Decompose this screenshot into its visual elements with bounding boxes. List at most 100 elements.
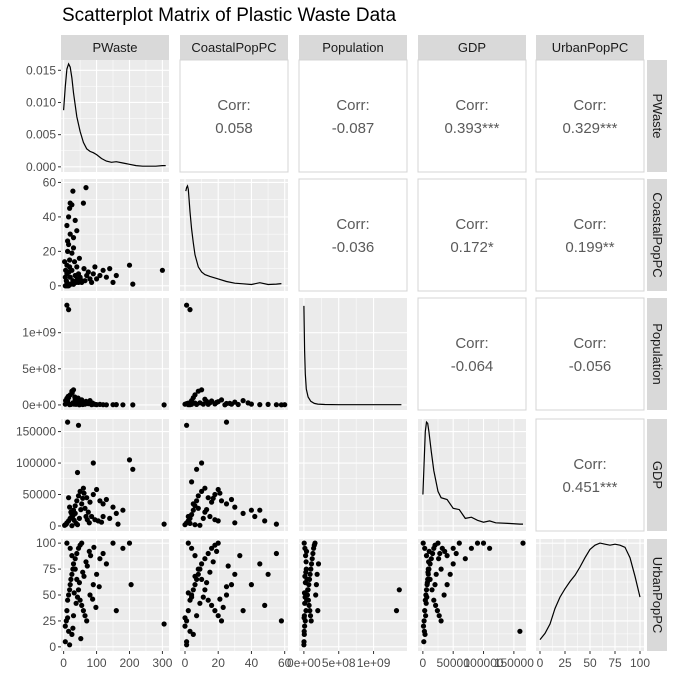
- data-point: [75, 395, 81, 401]
- data-point: [450, 561, 456, 567]
- data-point: [187, 628, 193, 634]
- data-point: [197, 600, 203, 606]
- data-point: [315, 561, 322, 567]
- data-point: [120, 402, 126, 408]
- data-point: [190, 587, 196, 593]
- data-point: [70, 235, 77, 241]
- data-point: [210, 495, 216, 501]
- panel-urbanpoppc-gdp: [418, 539, 526, 651]
- data-point: [88, 553, 94, 559]
- data-point: [210, 559, 216, 565]
- column-header-strip: [61, 35, 169, 60]
- data-point: [75, 493, 82, 499]
- data-point: [209, 545, 215, 551]
- data-point: [312, 540, 318, 546]
- data-point: [115, 521, 121, 527]
- data-point: [66, 269, 72, 275]
- x-axis-pwaste: 0 100 200 300: [60, 651, 173, 670]
- correlation-label: Corr:: [336, 97, 369, 114]
- data-point: [185, 608, 191, 614]
- data-point: [67, 257, 73, 263]
- data-point: [447, 571, 453, 577]
- correlation-panel-border: [535, 59, 645, 173]
- data-point: [128, 582, 134, 588]
- column-header-population: Population: [299, 35, 407, 60]
- panel-pwaste-gdp: Corr: 0.393***: [417, 59, 527, 173]
- correlation-label: Corr:: [455, 335, 488, 352]
- data-point: [90, 596, 96, 602]
- data-point: [80, 495, 86, 501]
- data-point: [217, 490, 223, 496]
- data-point: [98, 519, 105, 525]
- data-point: [232, 571, 238, 577]
- panel-gdp-pwaste: [61, 419, 169, 531]
- x-tick-label: 50: [583, 656, 597, 670]
- data-point: [90, 460, 96, 466]
- panel-gdp-urbanpoppc: Corr: 0.451***: [535, 418, 645, 532]
- column-header-strip: [299, 35, 407, 60]
- panel-gdp-coastalpoppc: [180, 419, 288, 531]
- correlation-label: Corr:: [573, 335, 606, 352]
- data-point: [110, 279, 116, 285]
- data-point: [80, 608, 86, 614]
- data-point: [305, 597, 311, 603]
- data-point: [103, 496, 109, 503]
- data-point: [64, 302, 70, 308]
- data-point: [184, 422, 190, 428]
- data-point: [76, 580, 82, 586]
- row-header-strip: [647, 179, 667, 291]
- data-point: [456, 540, 462, 546]
- data-point: [205, 550, 211, 557]
- panel-background: [299, 298, 407, 410]
- data-point: [64, 279, 70, 285]
- y-tick-label: 0: [49, 279, 56, 293]
- data-point: [262, 602, 268, 609]
- x-tick-label: 150000: [494, 656, 534, 670]
- data-point: [257, 561, 263, 567]
- y-tick-label: 1e+09: [22, 326, 56, 340]
- data-point: [438, 618, 444, 624]
- row-header-pwaste: PWaste: [647, 60, 667, 172]
- data-point: [309, 556, 315, 562]
- data-point: [423, 553, 430, 559]
- x-tick-label: 100: [630, 656, 650, 670]
- data-point: [189, 545, 195, 551]
- data-point: [79, 602, 85, 609]
- panel-gdp-population: [299, 419, 407, 531]
- data-point: [78, 399, 84, 405]
- data-point: [462, 556, 468, 562]
- data-point: [80, 485, 86, 491]
- data-point: [113, 510, 119, 516]
- correlation-value: -0.087: [332, 120, 375, 137]
- correlation-value: 0.393***: [444, 120, 499, 137]
- y-tick-label: 60: [43, 175, 57, 189]
- data-point: [82, 613, 88, 619]
- data-point: [113, 608, 119, 614]
- data-point: [307, 571, 313, 577]
- y-axis-gdp: 0 50000 100000 150000: [16, 425, 61, 533]
- data-point: [64, 222, 70, 229]
- data-point: [67, 582, 73, 588]
- data-point: [520, 540, 526, 546]
- data-point: [87, 499, 93, 505]
- data-point: [65, 238, 71, 244]
- data-point: [315, 608, 321, 614]
- data-point: [86, 520, 92, 526]
- data-point: [422, 631, 428, 638]
- x-tick-label: 200: [119, 656, 139, 670]
- data-point: [161, 521, 167, 527]
- y-tick-label: 25: [43, 614, 57, 628]
- y-tick-label: 0.005: [26, 128, 56, 142]
- data-point: [103, 274, 109, 280]
- x-tick-label: 20: [212, 656, 226, 670]
- data-point: [110, 504, 116, 510]
- data-point: [91, 544, 97, 550]
- data-point: [67, 545, 73, 551]
- correlation-value: -0.036: [332, 239, 375, 256]
- data-point: [74, 228, 80, 234]
- data-point: [89, 513, 95, 520]
- column-header-urbanpoppc: UrbanPopPC: [536, 35, 644, 60]
- data-point: [257, 402, 263, 408]
- data-point: [228, 496, 235, 503]
- data-point: [302, 600, 308, 606]
